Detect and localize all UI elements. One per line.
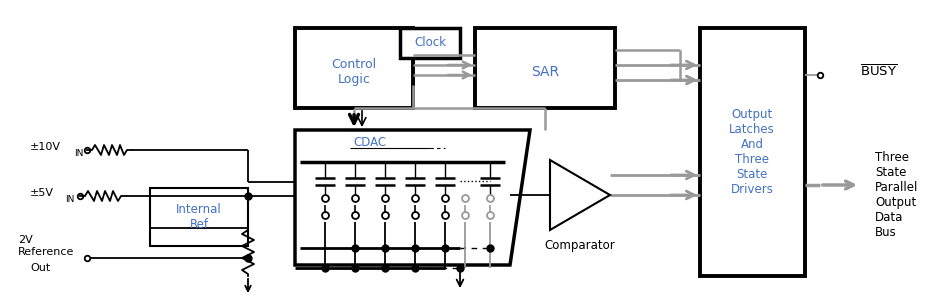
Bar [400,28,460,58]
Text: Out: Out [30,263,50,273]
Text: Control
Logic: Control Logic [331,58,377,86]
Polygon shape [295,130,530,265]
Bar [700,28,805,276]
Text: Internal
Ref: Internal Ref [176,203,222,231]
Text: Three
State
Parallel
Output
Data
Bus: Three State Parallel Output Data Bus [875,151,919,239]
Bar [475,28,615,108]
Text: Output
Latches
And
Three
State
Drivers: Output Latches And Three State Drivers [729,108,775,196]
Bar [295,28,413,108]
Text: IN: IN [65,194,74,203]
Text: CDAC: CDAC [353,135,387,148]
Text: Clock: Clock [414,36,446,49]
Text: ±5V: ±5V [30,188,54,198]
Text: $\overline{\mathrm{BUSY}}$: $\overline{\mathrm{BUSY}}$ [860,64,898,80]
Text: ±10V: ±10V [30,142,61,152]
Text: IN: IN [74,148,84,157]
Text: Comparator: Comparator [545,238,615,252]
Text: SAR: SAR [531,65,559,79]
Text: 2V
Reference: 2V Reference [18,235,74,257]
Bar [150,188,248,246]
